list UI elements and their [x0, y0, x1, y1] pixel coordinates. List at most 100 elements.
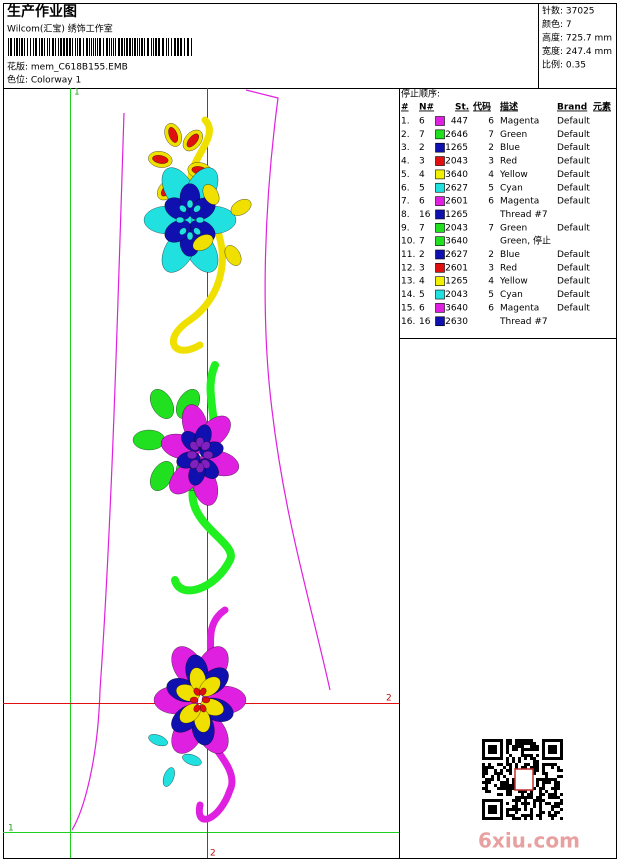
qr-cell — [521, 739, 524, 742]
qr-cell — [542, 793, 545, 796]
qr-cell — [542, 799, 545, 802]
stitches: 447 — [451, 117, 468, 127]
description: Thread #7 — [499, 210, 548, 220]
qr-cell — [512, 814, 515, 817]
qr-cell — [488, 766, 491, 769]
qr-cell — [539, 808, 542, 811]
qr-cell — [548, 796, 551, 799]
qr-cell — [509, 739, 512, 742]
qr-cell — [560, 808, 563, 811]
bar-stripe — [75, 38, 76, 56]
qr-cell — [533, 766, 536, 769]
petal — [150, 389, 174, 419]
bar-stripe — [132, 38, 133, 56]
qr-cell — [521, 745, 524, 748]
qr-cell — [494, 784, 497, 787]
qr-cell — [482, 772, 485, 775]
qr-cell — [524, 739, 527, 742]
qr-cell — [515, 808, 518, 811]
guide-label: 1 — [74, 88, 80, 98]
qr-cell — [536, 799, 539, 802]
bar-stripe — [129, 38, 131, 56]
qr-cell — [533, 787, 536, 790]
bar-stripe — [33, 38, 34, 56]
bar-stripe — [35, 38, 37, 56]
guide-label: 2 — [386, 694, 392, 704]
qr-cell — [518, 760, 521, 763]
row-num: 6. — [401, 183, 410, 193]
qr-cell — [497, 793, 500, 796]
qr-cell — [485, 787, 488, 790]
column-header: 代码 — [472, 101, 491, 113]
color-swatch — [435, 249, 445, 260]
qr-cell — [524, 799, 527, 802]
qr-cell — [527, 763, 530, 766]
qr-cell — [518, 799, 521, 802]
row-num: 1. — [401, 117, 410, 127]
qr-cell — [539, 787, 542, 790]
petal — [152, 155, 169, 164]
bar-stripe — [89, 38, 90, 56]
needle: 3 — [419, 157, 425, 167]
qr-cell — [512, 781, 515, 784]
qr-cell — [542, 811, 545, 814]
bar-stripe — [21, 38, 23, 56]
qr-cell — [548, 763, 551, 766]
qr-cell — [509, 763, 512, 766]
qr-cell — [503, 775, 506, 778]
qr-cell — [506, 751, 509, 754]
needle: 3 — [419, 263, 425, 273]
qr-cell — [509, 742, 512, 745]
qr-cell — [506, 757, 509, 760]
qr-cell — [506, 781, 509, 784]
petal — [189, 696, 199, 704]
description: Blue — [500, 143, 520, 153]
qr-cell — [554, 802, 557, 805]
qr-cell — [557, 766, 560, 769]
bar-stripe — [103, 38, 104, 56]
qr-cell — [551, 766, 554, 769]
qr-cell — [518, 745, 521, 748]
qr-cell — [512, 817, 515, 820]
qr-cell — [545, 778, 548, 781]
qr-cell — [524, 748, 527, 751]
column-header: 描述 — [500, 101, 518, 113]
petal — [224, 245, 242, 266]
qr-cell — [503, 766, 506, 769]
bar-stripe — [66, 38, 68, 56]
qr-cell — [485, 766, 488, 769]
needle: 16 — [419, 317, 431, 327]
bar-stripe — [8, 38, 9, 56]
qr-cell — [530, 811, 533, 814]
code: 4 — [488, 170, 494, 180]
qr-cell — [530, 754, 533, 757]
petal — [186, 450, 198, 460]
column-header: Brand — [557, 103, 587, 113]
row-num: 15. — [401, 303, 415, 313]
brand: Default — [557, 157, 590, 167]
qr-cell — [521, 748, 524, 751]
qr-cell — [494, 772, 497, 775]
qr-cell — [521, 796, 524, 799]
petal — [186, 199, 194, 209]
qr-logo — [514, 768, 534, 791]
needle: 16 — [419, 210, 431, 220]
stitches: 2601 — [445, 263, 468, 273]
petal — [202, 450, 214, 460]
qr-cell — [515, 802, 518, 805]
qr-cell — [506, 787, 509, 790]
qr-cell — [530, 814, 533, 817]
petal — [162, 767, 175, 787]
qr-cell — [533, 757, 536, 760]
qr-cell — [524, 754, 527, 757]
stat: 针数: 37025 — [542, 5, 595, 17]
qr-cell — [530, 790, 533, 793]
stem — [169, 116, 226, 354]
brand: Default — [557, 290, 590, 300]
bar-stripe — [147, 38, 149, 56]
qr-cell — [488, 763, 491, 766]
column-header: 元素 — [593, 101, 611, 113]
row-num: 3. — [401, 143, 410, 153]
brand: Default — [557, 143, 590, 153]
qr-cell — [560, 793, 563, 796]
